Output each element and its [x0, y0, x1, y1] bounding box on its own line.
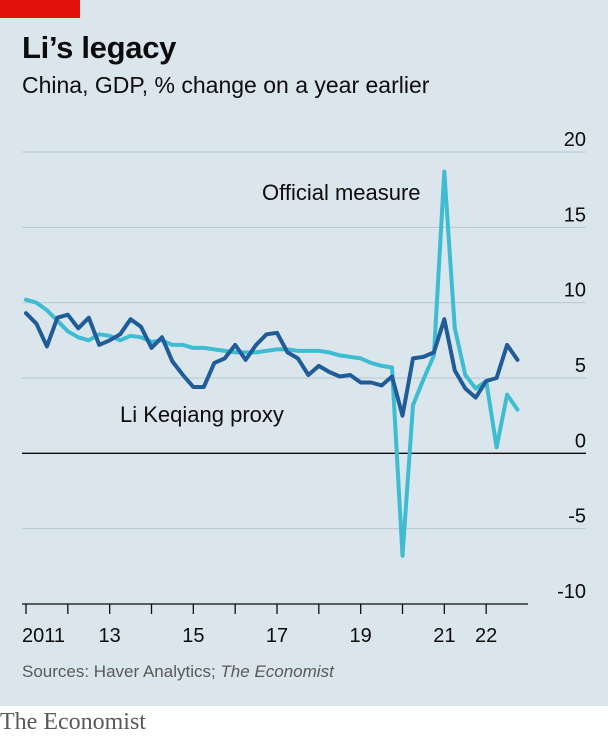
y-tick-label: 10	[564, 280, 586, 302]
line-chart: 20 15 10 5 0 -5 -10 2011 13 15 17 19 21 22 Official …	[22, 129, 586, 647]
y-tick-label: -5	[568, 506, 586, 528]
x-tick-label: 19	[350, 625, 372, 647]
chart-panel	[0, 0, 608, 706]
x-tick-label: 22	[475, 625, 497, 647]
x-tick-label: 17	[266, 625, 288, 647]
source-note: Sources: Haver Analytics; The Economist	[22, 662, 334, 682]
economist-wordmark: The Economist	[0, 709, 146, 735]
brand-red-tag	[0, 0, 80, 18]
y-tick-label: 15	[564, 204, 586, 226]
x-axis: 2011 13 15 17 19 21 22	[22, 603, 528, 647]
li-keqiang-proxy-line	[24, 311, 520, 418]
y-axis-labels: 20 15 10 5 0 -5 -10	[557, 129, 586, 603]
source-publication: The Economist	[220, 662, 334, 681]
x-tick-label: 15	[182, 625, 204, 647]
x-tick-label: 21	[433, 625, 455, 647]
official-measure-line	[24, 169, 520, 558]
source-text: Sources: Haver Analytics;	[22, 662, 221, 681]
gridlines	[22, 151, 586, 530]
chart-title: Li’s legacy	[22, 30, 177, 65]
y-tick-label: 20	[564, 129, 586, 151]
x-tick-label: 13	[99, 625, 121, 647]
y-tick-label: -10	[557, 581, 586, 603]
official-measure-label: Official measure	[262, 180, 421, 205]
x-tick-label: 2011	[22, 625, 65, 647]
y-tick-label: 5	[575, 355, 586, 377]
y-tick-label: 0	[575, 430, 586, 452]
chart-subtitle: China, GDP, % change on a year earlier	[22, 72, 430, 98]
series-lines	[24, 169, 520, 558]
li-keqiang-proxy-label: Li Keqiang proxy	[120, 402, 284, 427]
